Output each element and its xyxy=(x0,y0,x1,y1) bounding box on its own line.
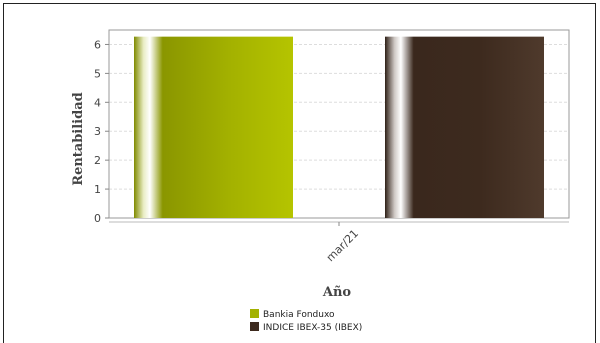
legend-swatch xyxy=(250,309,259,318)
x-tick-label: mar/21 xyxy=(324,227,361,264)
y-tick-label: 3 xyxy=(94,125,101,138)
chart-frame: 0 1 2 3 4 5 6 mar/21 Rentabilidad Año Bankia F… xyxy=(3,3,596,343)
legend: Bankia Fonduxo INDICE IBEX-35 (IBEX) xyxy=(250,309,362,333)
bar-series-2[interactable] xyxy=(385,36,544,218)
y-tick-label: 0 xyxy=(94,212,101,225)
x-axis-title: Año xyxy=(322,285,352,300)
y-tick-label: 1 xyxy=(94,183,101,196)
bars xyxy=(134,36,544,218)
legend-swatch xyxy=(250,322,259,331)
y-axis-title: Rentabilidad xyxy=(71,92,86,185)
y-tick-label: 6 xyxy=(94,38,101,51)
x-axis-ticks: mar/21 xyxy=(324,222,361,264)
bar-chart: 0 1 2 3 4 5 6 mar/21 Rentabilidad Año Bankia F… xyxy=(71,29,570,333)
legend-label: INDICE IBEX-35 (IBEX) xyxy=(263,323,362,333)
plot-area xyxy=(108,29,570,219)
y-tick-label: 5 xyxy=(94,67,101,80)
bar-series-1[interactable] xyxy=(134,36,293,218)
legend-label: Bankia Fonduxo xyxy=(263,310,335,320)
y-tick-label: 4 xyxy=(94,96,101,109)
y-tick-label: 2 xyxy=(94,154,101,167)
